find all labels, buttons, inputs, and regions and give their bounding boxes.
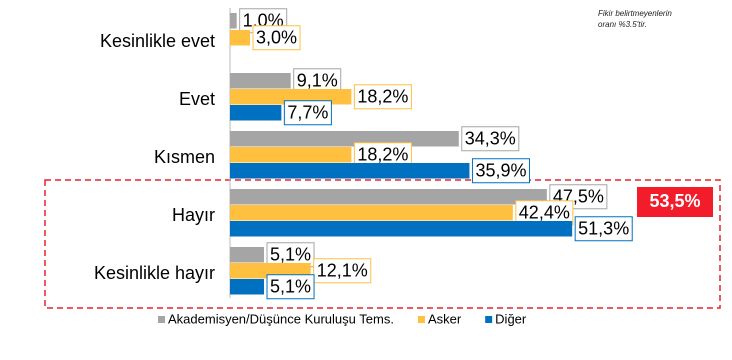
highlight-label: 53,5% <box>649 191 700 211</box>
value-label-box <box>515 200 574 226</box>
value-label-box <box>461 126 520 152</box>
value-label-box <box>353 84 412 110</box>
value-label-box <box>293 68 342 94</box>
bar <box>230 279 265 295</box>
value-label: 35,9% <box>475 161 526 181</box>
value-label-box <box>471 158 530 184</box>
bar <box>230 205 513 221</box>
bar <box>230 189 547 205</box>
value-label-box <box>353 142 412 168</box>
category-label: Hayır <box>172 205 215 225</box>
note: Fikir belirtmeyenlerin oranı %3.5'tir. <box>598 9 672 29</box>
bar <box>230 30 251 46</box>
value-label: 5,1% <box>270 277 311 297</box>
category-label: Kesinlikle hayır <box>94 263 215 283</box>
note-box: Fikir belirtmeyenlerin oranı %3.5'tir. <box>598 9 672 29</box>
bar <box>230 131 459 147</box>
value-label-box <box>252 25 301 51</box>
highlight-box <box>44 179 721 309</box>
bar <box>230 73 291 89</box>
bar <box>230 163 470 179</box>
legend-label: Asker <box>428 311 462 326</box>
value-label: 9,1% <box>297 71 338 91</box>
value-label: 3,0% <box>256 28 297 48</box>
legend-label: Akademisyen/Düşünce Kuruluşu Tems. <box>168 311 394 326</box>
bar <box>230 147 352 163</box>
value-label: 42,4% <box>519 203 570 223</box>
highlight-badge <box>637 187 713 217</box>
value-label: 7,7% <box>287 103 328 123</box>
bar <box>230 247 265 263</box>
value-label: 34,3% <box>465 129 516 149</box>
value-label: 5,1% <box>270 245 311 265</box>
value-label-box <box>266 242 315 268</box>
value-label: 51,3% <box>578 219 629 239</box>
value-label: 18,2% <box>357 87 408 107</box>
bar <box>230 13 237 29</box>
value-label: 12,1% <box>317 261 368 281</box>
category-label: Evet <box>179 89 215 109</box>
bar <box>230 105 282 121</box>
value-label: 18,2% <box>357 145 408 165</box>
bar <box>230 221 573 237</box>
category-label: Kesinlikle evet <box>100 31 215 51</box>
legend-swatch <box>417 316 425 323</box>
value-label-box <box>574 216 633 242</box>
legend-label: Diğer <box>495 311 527 326</box>
category-label: Kısmen <box>154 147 215 167</box>
value-label-box <box>283 100 332 126</box>
legend-swatch <box>485 316 493 323</box>
value-label-box <box>313 258 372 284</box>
value-label-box <box>266 274 315 300</box>
legend-swatch <box>158 316 165 323</box>
